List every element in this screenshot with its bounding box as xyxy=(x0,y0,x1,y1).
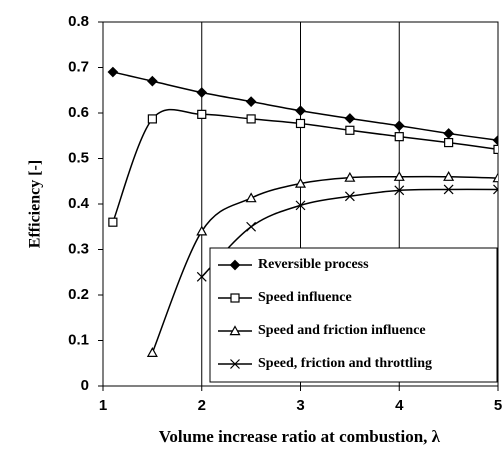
marker xyxy=(247,115,255,123)
x-tick-label: 1 xyxy=(99,397,107,414)
marker xyxy=(148,115,156,123)
legend-label: Speed influence xyxy=(258,290,352,305)
marker xyxy=(445,139,453,147)
y-tick-label: 0.4 xyxy=(68,195,90,212)
y-tick-label: 0.7 xyxy=(68,58,89,75)
marker xyxy=(198,110,206,118)
legend-label: Reversible process xyxy=(258,257,369,272)
y-tick-label: 0.5 xyxy=(68,149,89,166)
y-tick-label: 0.6 xyxy=(68,104,89,121)
marker xyxy=(297,119,305,127)
x-tick-label: 2 xyxy=(198,397,206,414)
x-tick-label: 5 xyxy=(494,397,502,414)
marker xyxy=(109,218,117,226)
x-tick-label: 3 xyxy=(296,397,304,414)
y-tick-label: 0.1 xyxy=(68,331,89,348)
legend-marker xyxy=(231,294,239,302)
y-tick-label: 0 xyxy=(81,377,89,394)
y-tick-label: 0.2 xyxy=(68,286,89,303)
marker xyxy=(395,133,403,141)
y-tick-label: 0.8 xyxy=(68,13,89,30)
y-axis-title: Efficiency [-] xyxy=(27,160,44,248)
y-tick-label: 0.3 xyxy=(68,240,89,257)
legend-label: Speed, friction and throttling xyxy=(258,356,432,371)
legend-label: Speed and friction influence xyxy=(258,323,426,338)
x-tick-label: 4 xyxy=(395,397,404,414)
marker xyxy=(346,126,354,134)
x-axis-title: Volume increase ratio at combustion, λ xyxy=(159,427,441,446)
